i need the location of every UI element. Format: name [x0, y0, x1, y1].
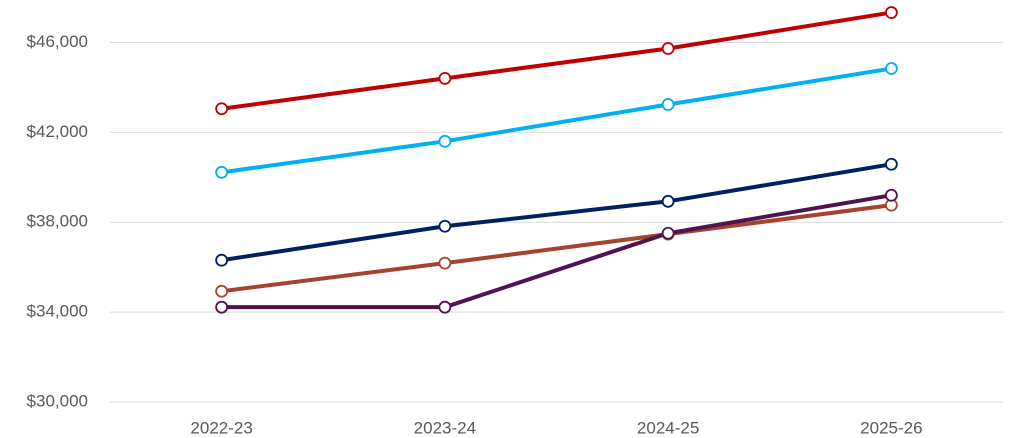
point-marker	[884, 62, 898, 75]
y-tick-label: $34,000	[27, 302, 88, 321]
y-tick-label: $42,000	[27, 122, 88, 141]
point-marker	[215, 300, 229, 314]
point-marker	[438, 300, 452, 314]
series-line	[221, 10, 892, 111]
y-tick-label: $46,000	[27, 32, 88, 51]
point-marker	[884, 188, 898, 202]
point-marker	[438, 219, 452, 233]
point-marker	[884, 6, 898, 19]
x-tick-label: 2025-26	[860, 418, 922, 437]
x-tick-label: 2023-24	[414, 418, 476, 437]
point-marker	[661, 226, 675, 240]
point-marker	[438, 134, 452, 148]
point-marker	[215, 165, 229, 179]
x-tick-label: 2022-23	[190, 418, 252, 437]
point-marker	[661, 98, 675, 111]
series-line	[221, 66, 892, 175]
point-marker	[438, 72, 452, 85]
point-marker	[884, 157, 898, 171]
point-marker	[215, 284, 229, 298]
point-marker	[438, 256, 452, 270]
x-tick-label: 2024-25	[637, 418, 699, 437]
series-line	[221, 193, 892, 310]
y-tick-label: $38,000	[27, 212, 88, 231]
y-tick-label: $30,000	[27, 391, 88, 410]
point-marker	[661, 194, 675, 208]
point-marker	[661, 42, 675, 55]
point-marker	[215, 102, 229, 116]
point-marker	[215, 253, 229, 267]
series-line	[221, 203, 892, 294]
series-line	[221, 162, 892, 263]
